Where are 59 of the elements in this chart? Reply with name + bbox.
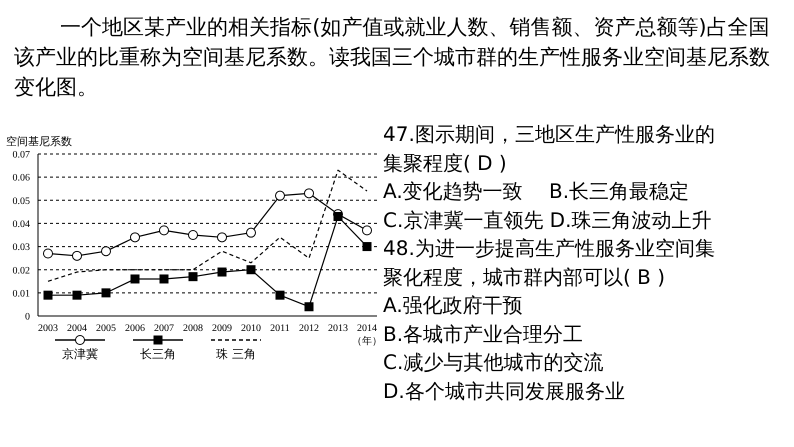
y-tick-label: 0.06 <box>12 172 30 184</box>
x-tick-label: 2014 <box>357 323 377 334</box>
x-tick-label: 2007 <box>154 323 174 334</box>
y-tick-label: 0.02 <box>12 265 30 276</box>
legend-label: 京津冀 <box>62 346 98 363</box>
y-tick-label: 0.01 <box>12 288 30 300</box>
legend-label: 长三角 <box>140 346 176 363</box>
point <box>130 274 140 284</box>
x-tick-label: 2009 <box>212 323 232 334</box>
point <box>72 290 82 300</box>
x-tick-label: 2004 <box>67 323 87 334</box>
point <box>43 248 53 259</box>
x-axis-title: （年） <box>352 335 382 348</box>
x-tick-label: 2011 <box>270 323 290 334</box>
y-axis-title: 空间基尼系数 <box>6 134 72 149</box>
x-tick-label: 2012 <box>299 323 319 334</box>
y-tick-label: 0.05 <box>12 196 30 207</box>
point <box>188 272 198 282</box>
point <box>304 188 314 198</box>
point <box>246 228 256 238</box>
text: C.减少与其他城市的交流 <box>383 349 604 376</box>
x-tick-label: 2003 <box>38 323 58 334</box>
point <box>217 232 227 242</box>
y-tick-label: 0.07 <box>12 150 30 161</box>
point <box>130 232 140 242</box>
x-tick-label: 2010 <box>241 323 261 334</box>
point <box>218 268 226 277</box>
point <box>362 225 372 236</box>
chart-title: 一个地区某产业的相关指标(如产值或就业人数、销售额、资产总额等)占全国该产业的比重称为空间基尼系数。读我国三个城市群的生产性服务业空间基尼系数变化图。 <box>14 14 771 101</box>
text: 47.图示期间，三地区生产性服务业的 <box>383 121 716 148</box>
x-tick-label: 2005 <box>96 323 116 334</box>
point <box>334 212 342 221</box>
point <box>160 274 168 284</box>
point <box>275 190 285 201</box>
x-tick-label: 2006 <box>125 323 145 334</box>
text: B.各城市产业合理分工 <box>383 320 584 348</box>
y-tick-label: 0.04 <box>12 218 30 230</box>
point <box>246 265 256 274</box>
legend-label: 珠 三角 <box>216 346 256 363</box>
point <box>188 230 198 240</box>
text: 聚化程度，城市群内部可以( B ) <box>383 264 666 290</box>
point <box>44 290 52 300</box>
text: A.变化趋势一致 B.长三角最稳定 <box>383 178 690 205</box>
point <box>72 250 82 261</box>
point <box>101 246 111 256</box>
text: 集聚程度( D ) <box>383 150 508 176</box>
point <box>102 288 110 298</box>
point <box>362 242 372 252</box>
text: D.各个城市共同发展服务业 <box>383 378 626 404</box>
point <box>304 302 314 312</box>
point <box>276 290 284 300</box>
y-tick-label: 0 <box>25 312 30 323</box>
y-tick-label: 0.03 <box>12 242 30 254</box>
text: C.京津冀一直领先 D.珠三角波动上升 <box>383 206 712 234</box>
point <box>159 225 169 236</box>
text: 48.为进一步提高生产性服务业空间集 <box>383 235 716 262</box>
text: A.强化政府干预 <box>383 292 524 319</box>
x-tick-label: 2008 <box>183 323 203 334</box>
x-tick-label: 2013 <box>328 323 348 334</box>
